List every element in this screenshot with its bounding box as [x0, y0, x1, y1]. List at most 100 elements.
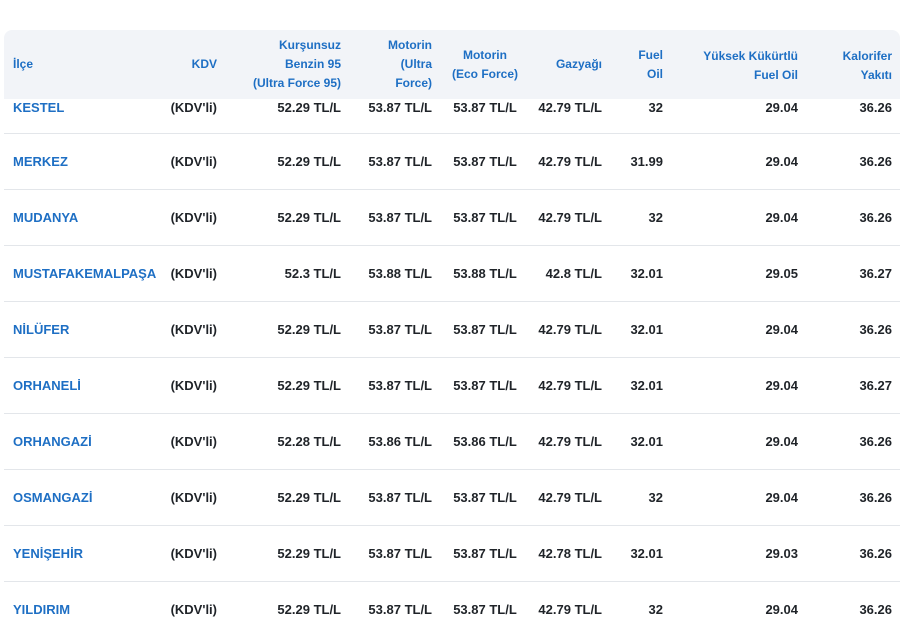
table-row: ORHANGAZİ (KDV'li) 52.28 TL/L 53.86 TL/L 53.… [4, 414, 900, 470]
cell-kursunsuz: 52.28 TL/L [277, 434, 341, 449]
table-row: ORHANELİ (KDV'li) 52.29 TL/L 53.87 TL/L 53.8… [4, 358, 900, 414]
cell-kdv: (KDV'li) [170, 266, 217, 281]
cell-kalorifer: 36.26 [859, 602, 892, 617]
cell-gazyagi: 42.79 TL/L [538, 490, 602, 505]
cell-kursunsuz: 52.3 TL/L [284, 266, 341, 281]
cell-yuksek-kukurtlu: 29.05 [765, 266, 798, 281]
table-row: MUSTAFAKEMALPAŞA (KDV'li) 52.3 TL/L 53.88 T… [4, 246, 900, 302]
cell-kalorifer: 36.27 [859, 266, 892, 281]
header-kalorifer-label: Kalorifer Yakıtı [842, 49, 892, 82]
cell-kdv: (KDV'li) [170, 434, 217, 449]
header-motorin-eco[interactable]: Motorin (Eco Force) [444, 30, 526, 99]
header-kursunsuz[interactable]: Kurşunsuz Benzin 95 (Ultra Force 95) [234, 30, 341, 99]
cell-yuksek-kukurtlu: 29.04 [765, 434, 798, 449]
cell-fuel-oil: 32.01 [630, 266, 663, 281]
cell-gazyagi: 42.79 TL/L [538, 154, 602, 169]
cell-ilce[interactable]: OSMANGAZİ [13, 490, 93, 505]
cell-kalorifer: 36.26 [859, 490, 892, 505]
cell-kalorifer: 36.26 [859, 210, 892, 225]
cell-yuksek-kukurtlu: 29.04 [765, 322, 798, 337]
cell-gazyagi: 42.79 TL/L [538, 434, 602, 449]
header-gazyagi-label: Gazyağı [555, 57, 602, 71]
cell-gazyagi: 42.79 TL/L [538, 602, 602, 617]
cell-kursunsuz: 52.29 TL/L [277, 154, 341, 169]
header-motorin-ultra[interactable]: Motorin (Ultra Force) [356, 30, 432, 99]
cell-motorin-ultra: 53.87 TL/L [368, 154, 432, 169]
cell-motorin-eco: 53.87 TL/L [453, 100, 517, 115]
cell-motorin-ultra: 53.87 TL/L [368, 210, 432, 225]
table-row: KESTEL (KDV'li) 52.29 TL/L 53.87 TL/L 53.87 … [4, 80, 900, 134]
cell-motorin-eco: 53.87 TL/L [453, 154, 517, 169]
cell-motorin-eco: 53.88 TL/L [453, 266, 517, 281]
cell-motorin-ultra: 53.87 TL/L [368, 100, 432, 115]
cell-fuel-oil: 32.01 [630, 434, 663, 449]
cell-gazyagi: 42.79 TL/L [538, 210, 602, 225]
cell-motorin-eco: 53.87 TL/L [453, 602, 517, 617]
cell-kdv: (KDV'li) [170, 490, 217, 505]
cell-motorin-eco: 53.87 TL/L [453, 378, 517, 393]
cell-gazyagi: 42.78 TL/L [538, 546, 602, 561]
cell-ilce[interactable]: MERKEZ [13, 154, 68, 169]
cell-yuksek-kukurtlu: 29.04 [765, 154, 798, 169]
cell-ilce[interactable]: KESTEL [13, 100, 65, 115]
cell-kdv: (KDV'li) [170, 154, 217, 169]
cell-motorin-eco: 53.86 TL/L [453, 434, 517, 449]
cell-ilce[interactable]: ORHANGAZİ [13, 434, 92, 449]
header-yuksek-kukurtlu-label: Yüksek Kükürtlü Fuel Oil [703, 49, 798, 82]
header-fuel-oil-label: Fuel Oil [638, 47, 663, 81]
cell-kursunsuz: 52.29 TL/L [277, 210, 341, 225]
cell-fuel-oil: 32 [648, 100, 663, 115]
cell-motorin-eco: 53.87 TL/L [453, 322, 517, 337]
cell-yuksek-kukurtlu: 29.04 [765, 602, 798, 617]
cell-kursunsuz: 52.29 TL/L [277, 546, 341, 561]
cell-kursunsuz: 52.29 TL/L [277, 378, 341, 393]
cell-kalorifer: 36.27 [859, 378, 892, 393]
cell-motorin-ultra: 53.87 TL/L [368, 322, 432, 337]
table-header: İlçe KDV Kurşunsuz Benzin 95 (Ultra Forc… [4, 30, 900, 99]
cell-motorin-ultra: 53.86 TL/L [368, 434, 432, 449]
cell-fuel-oil: 32.01 [630, 546, 663, 561]
header-motorin-eco-label: Motorin (Eco Force) [451, 47, 518, 81]
cell-kalorifer: 36.26 [859, 154, 892, 169]
cell-ilce[interactable]: YENİŞEHİR [13, 546, 84, 561]
cell-ilce[interactable]: ORHANELİ [13, 378, 81, 393]
header-fuel-oil[interactable]: Fuel Oil [614, 30, 663, 99]
cell-kalorifer: 36.26 [859, 100, 892, 115]
cell-fuel-oil: 32 [648, 210, 663, 225]
cell-yuksek-kukurtlu: 29.04 [765, 490, 798, 505]
header-kalorifer[interactable]: Kalorifer Yakıtı [824, 47, 892, 116]
cell-motorin-eco: 53.87 TL/L [453, 546, 517, 561]
cell-fuel-oil: 31.99 [630, 154, 663, 169]
cell-ilce[interactable]: MUDANYA [13, 210, 79, 225]
cell-kalorifer: 36.26 [859, 322, 892, 337]
cell-motorin-ultra: 53.88 TL/L [368, 266, 432, 281]
header-kursunsuz-label: Kurşunsuz Benzin 95 (Ultra Force 95) [252, 38, 341, 90]
cell-ilce[interactable]: YILDIRIM [13, 602, 71, 617]
cell-kalorifer: 36.26 [859, 434, 892, 449]
header-kdv-label: KDV [191, 57, 217, 71]
cell-kursunsuz: 52.29 TL/L [277, 322, 341, 337]
header-motorin-ultra-label: Motorin (Ultra Force) [388, 38, 432, 90]
header-ilce-label: İlçe [13, 57, 34, 71]
cell-kursunsuz: 52.29 TL/L [277, 100, 341, 115]
cell-yuksek-kukurtlu: 29.04 [765, 378, 798, 393]
header-kdv[interactable]: KDV [154, 30, 217, 99]
cell-kdv: (KDV'li) [170, 378, 217, 393]
table-body: KESTEL (KDV'li) 52.29 TL/L 53.87 TL/L 53.87 … [4, 80, 900, 630]
header-gazyagi[interactable]: Gazyağı [534, 30, 602, 99]
cell-motorin-eco: 53.87 TL/L [453, 490, 517, 505]
cell-kalorifer: 36.26 [859, 546, 892, 561]
cell-gazyagi: 42.79 TL/L [538, 322, 602, 337]
cell-fuel-oil: 32.01 [630, 322, 663, 337]
cell-kursunsuz: 52.29 TL/L [277, 490, 341, 505]
cell-fuel-oil: 32 [648, 602, 663, 617]
cell-motorin-ultra: 53.87 TL/L [368, 546, 432, 561]
cell-ilce[interactable]: MUSTAFAKEMALPAŞA [13, 266, 157, 281]
header-yuksek-kukurtlu[interactable]: Yüksek Kükürtlü Fuel Oil [684, 47, 798, 116]
table-row: YENİŞEHİR (KDV'li) 52.29 TL/L 53.87 TL/L 53.… [4, 526, 900, 582]
header-ilce[interactable]: İlçe [13, 30, 73, 99]
table-row: MERKEZ (KDV'li) 52.29 TL/L 53.87 TL/L 53.87 … [4, 134, 900, 190]
cell-kdv: (KDV'li) [170, 322, 217, 337]
cell-ilce[interactable]: NİLÜFER [13, 322, 70, 337]
